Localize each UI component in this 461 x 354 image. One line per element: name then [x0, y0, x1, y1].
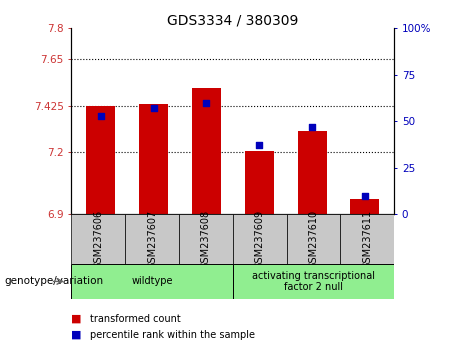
Bar: [125, 214, 179, 264]
Text: GSM237607: GSM237607: [147, 209, 157, 269]
Text: wildtype: wildtype: [131, 276, 173, 286]
Point: [361, 193, 369, 199]
Text: ■: ■: [71, 330, 82, 339]
Text: activating transcriptional
factor 2 null: activating transcriptional factor 2 null: [252, 270, 375, 292]
Text: genotype/variation: genotype/variation: [5, 276, 104, 286]
Bar: [71, 214, 125, 264]
Text: transformed count: transformed count: [90, 314, 181, 324]
Text: GSM237606: GSM237606: [93, 209, 103, 269]
Point: [255, 143, 263, 148]
Text: ■: ■: [71, 314, 82, 324]
Bar: [233, 264, 394, 299]
Bar: [297, 131, 327, 214]
Bar: [340, 214, 394, 264]
Point: [308, 124, 316, 130]
Bar: [350, 199, 379, 214]
Bar: [192, 88, 221, 214]
Bar: [233, 214, 287, 264]
Point: [97, 113, 104, 119]
Bar: [86, 106, 115, 214]
Bar: [179, 214, 233, 264]
Title: GDS3334 / 380309: GDS3334 / 380309: [167, 13, 298, 27]
Bar: [139, 104, 168, 214]
Point: [150, 105, 157, 111]
Text: GSM237608: GSM237608: [201, 209, 211, 269]
Text: GSM237609: GSM237609: [254, 209, 265, 269]
Text: GSM237610: GSM237610: [308, 209, 319, 269]
Text: GSM237611: GSM237611: [362, 209, 372, 269]
Bar: [245, 151, 274, 214]
Bar: [71, 264, 233, 299]
Text: percentile rank within the sample: percentile rank within the sample: [90, 330, 255, 339]
Point: [203, 100, 210, 105]
Bar: [287, 214, 340, 264]
